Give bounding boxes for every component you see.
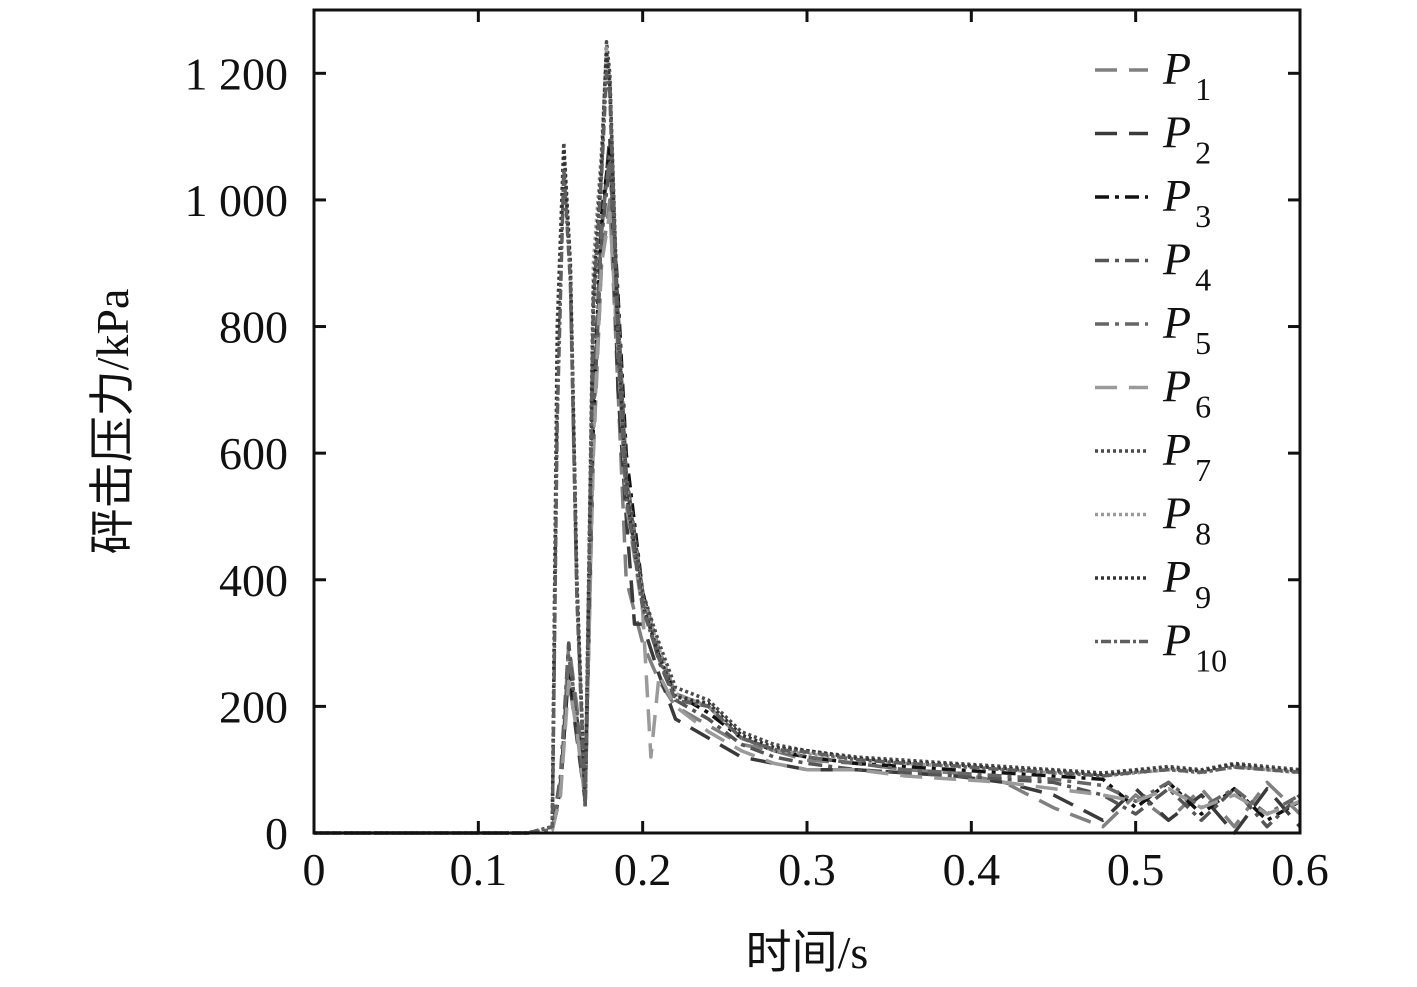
axes — [312, 8, 1302, 835]
y-axis-label: 砰击压力/kPa — [87, 289, 138, 555]
series-line-9 — [314, 52, 1301, 835]
legend-label-subscript: 3 — [1195, 198, 1211, 234]
legend-label-subscript: 4 — [1195, 262, 1211, 298]
x-tick-label: 0.2 — [614, 844, 672, 895]
legend-label-subscript: 6 — [1195, 389, 1211, 425]
legend-label-subscript: 10 — [1195, 643, 1227, 679]
series-line-10 — [314, 71, 1301, 835]
legend-label-main: P — [1162, 424, 1191, 475]
x-axis-label: 时间/s — [746, 927, 869, 978]
y-tick-label: 800 — [219, 302, 288, 353]
x-tick-label: 0.4 — [943, 844, 1001, 895]
series-line-4 — [314, 160, 1302, 835]
legend-label-subscript: 8 — [1195, 516, 1211, 552]
legend: P 1P 2P 3P 4P 5P 6P 7P 8P 9P 10 — [1095, 43, 1227, 679]
series-line-2 — [314, 134, 1302, 835]
series-line-1 — [314, 198, 1302, 835]
legend-label-main: P — [1162, 43, 1191, 94]
series-line-6 — [314, 210, 1301, 835]
x-tick-label: 0.6 — [1271, 844, 1329, 895]
series-curves — [314, 39, 1302, 835]
x-tick-label: 0.3 — [778, 844, 836, 895]
legend-label-subscript: 5 — [1195, 325, 1211, 361]
series-line-8 — [314, 46, 1301, 835]
x-tick-label: 0.1 — [450, 844, 508, 895]
y-tick-label: 200 — [219, 681, 288, 732]
plot-frame — [312, 8, 1302, 835]
legend-label: P 10 — [1162, 615, 1227, 679]
y-tick-label: 400 — [219, 555, 288, 606]
series-line-5 — [314, 153, 1301, 835]
legend-label-subscript: 7 — [1195, 452, 1211, 488]
legend-label-subscript: 9 — [1195, 579, 1211, 615]
legend-label-subscript: 2 — [1195, 135, 1211, 171]
legend-label-main: P — [1162, 234, 1191, 285]
legend-label-main: P — [1162, 170, 1191, 221]
legend-label-main: P — [1162, 361, 1191, 412]
legend-label-main: P — [1162, 615, 1191, 666]
y-tick-label: 1 000 — [185, 175, 289, 226]
x-tick-label: 0 — [303, 844, 326, 895]
y-tick-label: 1 200 — [185, 48, 289, 99]
legend-label-main: P — [1162, 551, 1191, 602]
legend-label-main: P — [1162, 297, 1191, 348]
series-line-3 — [314, 147, 1301, 835]
tick-marks — [312, 10, 1302, 835]
y-tick-label: 600 — [219, 428, 288, 479]
legend-label-main: P — [1162, 107, 1191, 158]
series-line-7 — [314, 39, 1301, 835]
x-tick-label: 0.5 — [1107, 844, 1165, 895]
legend-label-main: P — [1162, 488, 1191, 539]
legend-label-subscript: 1 — [1195, 71, 1211, 107]
y-tick-label: 0 — [265, 808, 288, 859]
tick-labels: 0 0.1 0.2 0.3 0.4 0.5 0.6 0 200 400 600 800 1 000 1 2… — [185, 48, 1329, 895]
